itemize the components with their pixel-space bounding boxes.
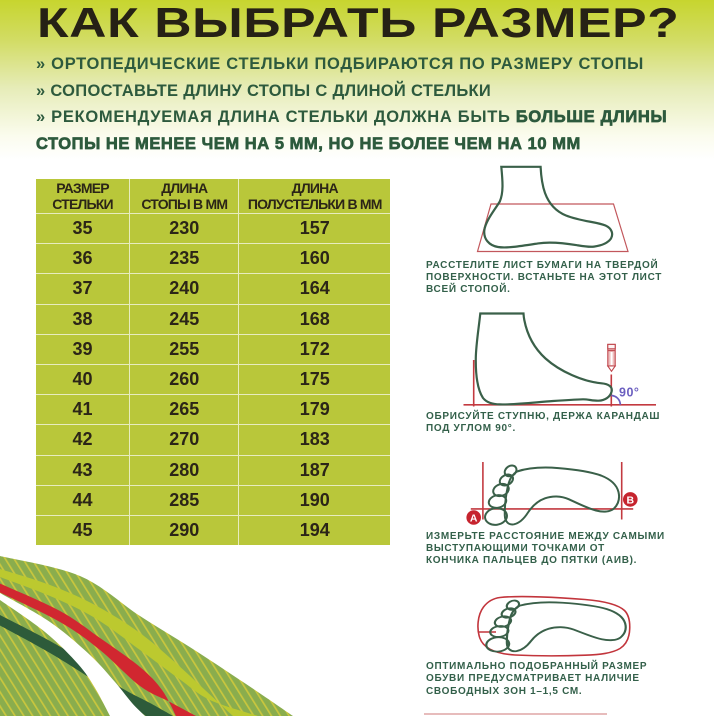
svg-text:90°: 90° [619,386,639,400]
svg-text:В: В [627,495,635,507]
svg-text:А: А [470,513,478,525]
